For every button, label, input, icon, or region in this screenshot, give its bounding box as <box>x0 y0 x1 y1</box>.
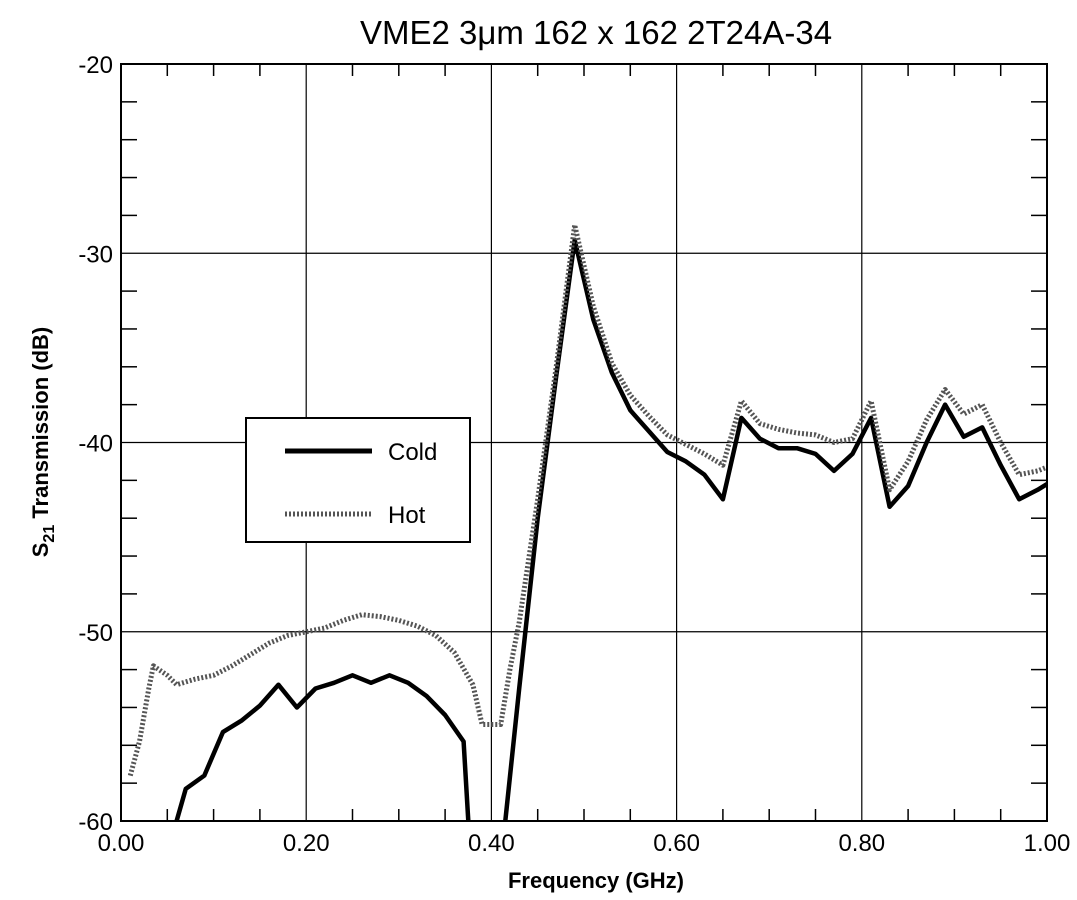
x-tick-label: 0.40 <box>468 830 515 857</box>
y-tick-label: -60 <box>78 809 113 836</box>
x-tick-label: 0.20 <box>283 830 330 857</box>
x-tick-label: 0.60 <box>653 830 700 857</box>
y-tick-label: -20 <box>78 52 113 79</box>
chart-title: VME2 3μm 162 x 162 2T24A-34 <box>360 14 832 51</box>
ticks <box>121 64 1047 821</box>
y-tick-label: -30 <box>78 241 113 268</box>
series-line-cold <box>174 237 1049 822</box>
tick-labels: 0.00 0.20 0.40 0.60 0.80 1.00 -60 -50 -40 -30 -20 <box>78 52 1070 857</box>
x-tick-label: 0.80 <box>838 830 885 857</box>
y-tick-label: -40 <box>78 431 113 458</box>
y-axis-label-main: S <box>28 543 53 558</box>
legend-box <box>245 417 471 543</box>
y-axis-label: S21 Transmission (dB) <box>28 327 58 558</box>
legend-label-cold: Cold <box>388 439 437 466</box>
y-axis-label-sub: 21 <box>41 525 58 543</box>
legend-label-hot: Hot <box>388 502 426 529</box>
series-line-hot <box>127 222 1048 777</box>
y-tick-label: -50 <box>78 620 113 647</box>
x-axis-label: Frequency (GHz) <box>508 868 684 893</box>
legend: Cold Hot <box>245 417 471 543</box>
x-tick-label: 0.00 <box>98 830 145 857</box>
x-tick-label: 1.00 <box>1024 830 1071 857</box>
y-axis-label-rest: Transmission (dB) <box>28 327 53 525</box>
series-layer <box>127 222 1049 822</box>
